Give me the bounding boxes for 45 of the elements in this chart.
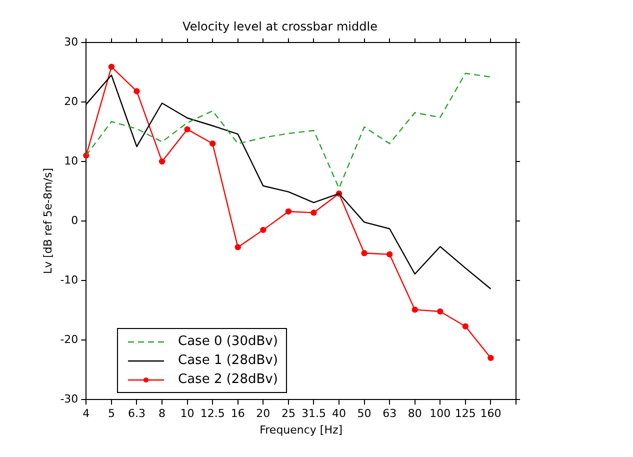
x-tick-label: 12.5 [200, 407, 225, 420]
x-tick-label: 100 [430, 407, 451, 420]
y-tick-label: 20 [64, 94, 78, 108]
x-tick-label: 63 [382, 407, 397, 420]
point [134, 88, 140, 94]
x-tick-label: 50 [357, 407, 372, 420]
point [108, 64, 115, 70]
x-tick-label: 25 [281, 407, 296, 420]
point [310, 210, 317, 216]
x-tick-label: 80 [408, 407, 422, 420]
x-tick-label: 5 [108, 407, 115, 420]
x-tick-label: 125 [454, 407, 476, 420]
point [158, 158, 166, 165]
point [260, 226, 266, 234]
y-tick-label: -10 [60, 273, 78, 286]
x-tick-label: 8 [158, 407, 166, 420]
point [234, 244, 241, 250]
x-tick-label: 160 [480, 407, 502, 420]
point [488, 354, 494, 362]
x-tick-label: 16 [230, 407, 245, 420]
point [386, 251, 393, 258]
point [462, 323, 469, 330]
x-tick-label: 40 [332, 407, 346, 420]
legend-label: Case 0 (30dBv) [178, 334, 278, 349]
y-tick-label: 10 [64, 154, 78, 168]
point [184, 126, 190, 132]
x-tick-label: 4 [82, 407, 90, 420]
x-tick-label: 20 [256, 407, 270, 420]
legend-label: Case 2 (28dBv) [178, 372, 278, 387]
point [437, 308, 444, 315]
x-tick-label: 6.3 [128, 407, 146, 420]
chart-title: Velocity level at crossbar middle [182, 19, 378, 34]
y-tick-label: -20 [60, 332, 78, 346]
point [209, 140, 216, 147]
y-tick-label: 0 [71, 214, 78, 227]
y-axis-title: Lv [dB ref 5e-8m/s] [41, 168, 54, 274]
y-tick-label: -30 [60, 392, 78, 406]
x-axis-title: Frequency [Hz] [260, 423, 343, 436]
y-tick-label: 30 [64, 35, 78, 48]
point [285, 208, 292, 215]
point [361, 250, 368, 256]
x-tick-label: 31.5 [301, 407, 326, 420]
point [412, 306, 418, 313]
legend-label: Case 1 (28dBv) [178, 353, 278, 368]
x-tick-label: 10 [180, 407, 194, 420]
